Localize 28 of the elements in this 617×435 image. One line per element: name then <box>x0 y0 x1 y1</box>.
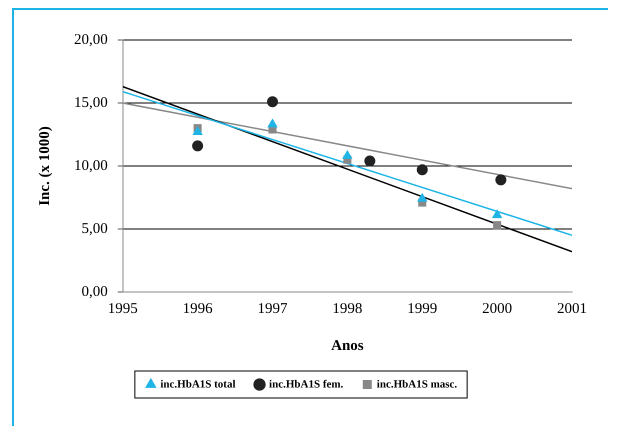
x-tick-label: 2001 <box>557 300 587 317</box>
point <box>192 140 204 152</box>
x-tick-label: 1995 <box>108 300 138 317</box>
point <box>417 193 428 202</box>
y-tick-label: 15,00 <box>74 94 108 111</box>
point <box>267 96 278 108</box>
y-tick-label: 0,00 <box>82 284 108 300</box>
y-tick-label: 5,00 <box>82 220 108 237</box>
point <box>192 126 202 135</box>
point <box>493 221 502 230</box>
point <box>342 150 352 159</box>
point <box>495 174 506 186</box>
x-tick-label: 2000 <box>482 300 512 317</box>
x-tick-label: 1996 <box>182 300 214 317</box>
x-tick-label: 1998 <box>332 300 362 317</box>
x-tick-label: 1999 <box>407 300 438 317</box>
point <box>364 155 376 166</box>
point <box>416 164 428 176</box>
point <box>492 210 502 218</box>
x-tick-label: 1997 <box>258 300 288 317</box>
legend-label: inc.HbA1S fem. <box>269 378 344 390</box>
point <box>268 118 278 128</box>
x-axis-title: Anos <box>331 338 364 354</box>
legend-label: inc.HbA1S masc. <box>376 378 458 390</box>
y-tick-label: 20,00 <box>74 32 108 48</box>
y-axis-title: Inc. (x 1000) <box>36 126 53 206</box>
legend-label: inc.HbA1S total <box>160 378 236 390</box>
y-tick-label: 10,00 <box>74 158 108 174</box>
